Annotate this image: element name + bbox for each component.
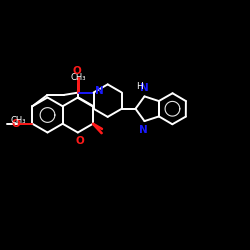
Text: N: N: [139, 125, 147, 135]
Text: O: O: [72, 66, 81, 76]
Text: H: H: [136, 82, 143, 91]
Text: N: N: [95, 86, 104, 96]
Text: N: N: [140, 83, 149, 93]
Text: CH₃: CH₃: [11, 116, 26, 125]
Text: O: O: [76, 136, 84, 145]
Text: O: O: [12, 119, 20, 129]
Text: CH₃: CH₃: [70, 74, 86, 82]
